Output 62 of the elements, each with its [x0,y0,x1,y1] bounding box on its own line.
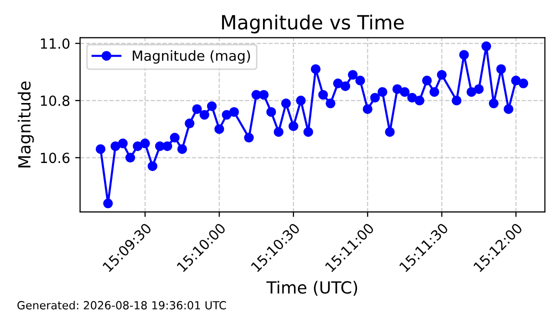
point [429,87,440,97]
point [340,81,350,92]
point [258,90,269,100]
text: Generated: 2026-08-18 19:36:01 UTC [17,300,226,310]
y-axis-title: Magnitude [18,82,34,168]
point [452,96,462,106]
point [414,96,424,106]
point [511,76,521,86]
point [333,78,343,88]
point [326,98,336,108]
point [362,104,372,114]
point [488,98,499,108]
point [125,152,136,163]
point [281,98,291,108]
point [177,144,188,154]
point [303,127,314,137]
point [466,87,476,97]
point [384,127,395,137]
point [422,76,432,86]
point [140,138,150,148]
point [132,141,143,152]
point [378,87,388,97]
point [518,78,528,88]
point [474,84,484,94]
y-tick-label: 10.8 [40,96,70,106]
point [200,110,210,120]
point [504,104,514,114]
point [170,132,180,143]
point [103,198,113,208]
point [496,64,506,74]
point [148,161,158,172]
point [348,70,358,80]
point [192,104,202,114]
point [481,41,492,52]
point [184,118,194,128]
y-tick-label: 10.6 [40,152,70,164]
point [118,138,128,148]
x-axis-title: Time (UTC) [266,280,358,296]
point [266,107,276,117]
point [318,90,328,100]
point [206,101,217,112]
point [436,70,447,80]
point [355,76,366,86]
point [214,124,224,134]
point [244,132,254,143]
point [392,84,402,94]
point [310,64,321,74]
point [400,87,410,97]
point [222,110,232,120]
point [288,121,298,132]
chart-title: Magnitude vs Time [222,14,404,34]
legend-label: Magnitude (mag) [132,50,250,64]
point [229,107,239,117]
point [96,144,106,154]
point [407,92,417,103]
point [110,141,120,152]
point [459,50,469,60]
y-tick-label: 11.0 [40,38,70,49]
point [162,141,172,152]
point [296,96,306,106]
point [274,127,284,137]
point [370,92,380,103]
